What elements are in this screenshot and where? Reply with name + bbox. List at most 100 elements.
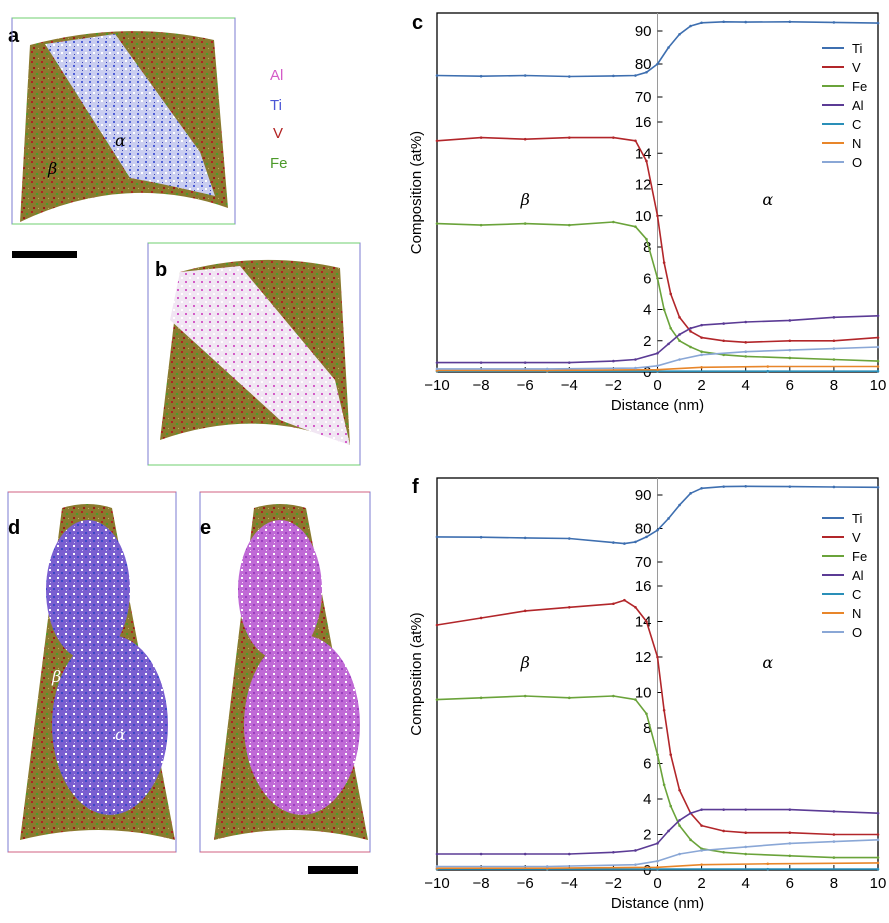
legend-label-v: V — [852, 60, 861, 75]
data-point-ti — [435, 74, 439, 77]
scale-bar — [308, 866, 358, 874]
data-point-o — [788, 842, 792, 845]
data-point-al — [689, 326, 692, 330]
legend-label-al: Al — [852, 98, 864, 113]
data-point-fe — [479, 696, 483, 700]
phase-label-alpha: α — [115, 725, 126, 744]
data-point-fe — [568, 696, 571, 700]
data-point-al — [568, 361, 571, 364]
data-point-al — [788, 808, 792, 811]
data-point-v — [523, 609, 527, 613]
y-tick-label: 6 — [643, 756, 651, 773]
y-tick-label: 90 — [635, 487, 652, 504]
data-point-ti — [479, 535, 483, 539]
y-tick-label: 10 — [635, 208, 652, 225]
data-point-ti — [645, 70, 648, 74]
data-point-v — [645, 159, 648, 163]
phase-label-beta: β — [47, 159, 57, 178]
panel-label-f: f — [412, 476, 419, 498]
alpha-phase-band — [170, 266, 350, 445]
data-point-ti — [678, 33, 681, 36]
data-point-fe — [645, 712, 648, 716]
data-point-n — [766, 862, 770, 866]
data-point-al — [876, 314, 880, 318]
x-axis-label: Distance (nm) — [611, 397, 704, 414]
data-point-fe — [568, 223, 571, 227]
x-tick-label: −4 — [561, 377, 578, 394]
data-point-al — [568, 852, 571, 856]
data-point-fe — [645, 237, 648, 241]
data-point-al — [479, 852, 483, 856]
x-tick-label: 10 — [870, 377, 887, 394]
data-point-fe — [788, 854, 792, 858]
alpha-phase-region — [52, 635, 168, 815]
data-point-fe — [689, 838, 692, 842]
data-point-o — [876, 838, 880, 842]
y-tick-label: 12 — [635, 177, 652, 194]
data-point-al — [667, 342, 670, 346]
x-tick-label: 0 — [653, 377, 661, 394]
data-point-ti — [722, 485, 725, 488]
data-point-n — [656, 866, 659, 869]
series-line-al — [437, 808, 879, 855]
legend-label-c: C — [852, 117, 861, 132]
y-tick-label: 2 — [643, 333, 651, 350]
data-point-v — [744, 831, 747, 835]
data-point-fe — [678, 824, 681, 827]
data-point-ti — [667, 517, 670, 520]
data-point-ti — [612, 74, 615, 78]
series-line-v — [436, 136, 879, 344]
legend-label-n: N — [852, 136, 861, 151]
data-point-n — [876, 365, 880, 368]
data-point-fe — [612, 694, 615, 698]
data-point-o — [656, 364, 659, 368]
data-point-fe — [612, 220, 615, 224]
panel-label-e: e — [200, 517, 211, 539]
data-point-fe — [788, 356, 792, 360]
data-point-v — [479, 616, 483, 620]
legend-label-al: Al — [852, 568, 864, 583]
data-point-v — [662, 708, 666, 712]
x-tick-label: −10 — [424, 875, 449, 892]
data-point-o — [876, 345, 880, 349]
panel-label-b: b — [155, 259, 167, 281]
data-point-o — [832, 347, 836, 350]
y-tick-label: 90 — [635, 23, 652, 40]
panel-e: e — [199, 491, 371, 874]
data-point-v — [623, 598, 626, 602]
data-point-o — [634, 366, 637, 370]
data-point-ti — [876, 485, 880, 489]
data-point-ti — [832, 485, 836, 489]
data-point-al — [832, 316, 836, 319]
series-line-n — [437, 862, 879, 870]
data-point-ti — [634, 74, 637, 77]
data-point-ti — [479, 74, 483, 78]
x-tick-label: −10 — [424, 377, 449, 394]
y-tick-label: 0 — [643, 364, 651, 381]
data-point-fe — [662, 783, 666, 787]
data-point-ti — [744, 20, 747, 24]
data-point-ti — [788, 485, 792, 488]
data-point-fe — [669, 804, 673, 808]
x-tick-label: −8 — [473, 377, 490, 394]
x-tick-label: −2 — [605, 377, 622, 394]
data-point-c — [876, 867, 880, 871]
x-tick-label: −2 — [605, 875, 622, 892]
data-point-v — [669, 753, 673, 756]
data-point-fe — [523, 694, 527, 698]
chart-c: −10 −8 −6 −4 −2 0 2 4 6 8 100246810121416708090Dis… — [408, 12, 887, 414]
data-point-v — [568, 606, 571, 609]
data-point-al — [678, 819, 681, 822]
data-point-n — [700, 366, 703, 369]
legend-label-o: O — [852, 625, 862, 640]
y-tick-label: 4 — [643, 302, 651, 319]
series-line-o — [437, 839, 879, 868]
data-point-v — [523, 137, 527, 141]
data-point-ti — [722, 20, 725, 24]
data-point-v — [700, 824, 703, 827]
data-point-ti — [832, 21, 836, 24]
legend-label-fe: Fe — [852, 549, 867, 564]
y-tick-label: 80 — [635, 56, 652, 73]
data-point-v — [479, 136, 483, 139]
